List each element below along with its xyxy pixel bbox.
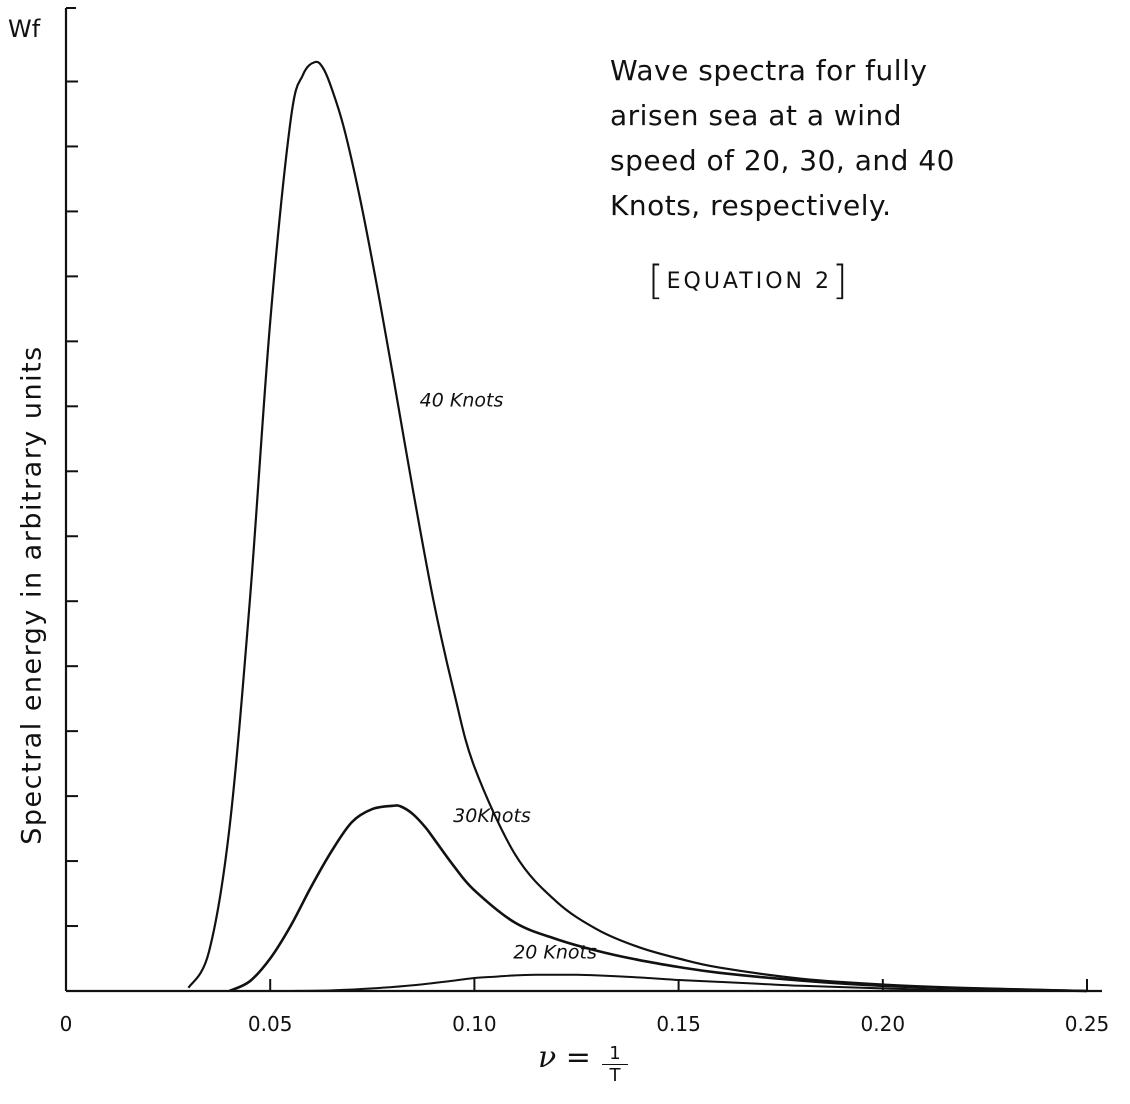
chart-title-line-1: Wave spectra for fully <box>610 54 928 87</box>
series-label-2: 30Knots <box>453 805 531 827</box>
x-tick-label-0: 0 <box>60 1012 73 1036</box>
series-line-2 <box>228 804 1088 993</box>
x-tick-label-3: 0.15 <box>656 1012 701 1036</box>
y-axis-symbol: Wf <box>8 15 41 43</box>
series-line-1 <box>187 60 1088 993</box>
chart-title-line-3: speed of 20, 30, and 40 <box>610 144 955 177</box>
chart-title-line-4: Knots, respectively. <box>610 189 892 222</box>
series-label-3: 20 Knots <box>513 942 597 964</box>
equation-text: EQUATION 2 <box>666 269 832 294</box>
x-tick-label-1: 0.05 <box>248 1012 293 1036</box>
chart-title: Wave spectra for fully arisen sea at a w… <box>610 48 955 228</box>
series-label-1: 40 Knots <box>420 389 504 411</box>
chart-series-labels: 40 Knots 30Knots 20 Knots <box>420 389 597 963</box>
x-axis-fraction-denominator: T <box>609 1065 621 1086</box>
x-axis-fraction-numerator: 1 <box>602 1044 628 1065</box>
x-tick-label-5: 0.25 <box>1065 1012 1110 1036</box>
x-tick-label-4: 0.20 <box>861 1012 906 1036</box>
series-line-3 <box>290 973 1088 992</box>
chart-series <box>187 60 1088 993</box>
x-axis-symbol: ν = <box>538 1040 591 1075</box>
x-axis-fraction: 1 T <box>602 1044 628 1087</box>
y-axis-label: Spectral energy in arbitrary units <box>16 345 48 845</box>
equation-annotation: [EQUATION 2] <box>648 258 851 304</box>
chart-title-line-2: arisen sea at a wind <box>610 99 903 132</box>
chart-axes: 0 0.05 0.10 0.15 0.20 0.25 <box>60 7 1110 1036</box>
x-tick-label-2: 0.10 <box>452 1012 497 1036</box>
